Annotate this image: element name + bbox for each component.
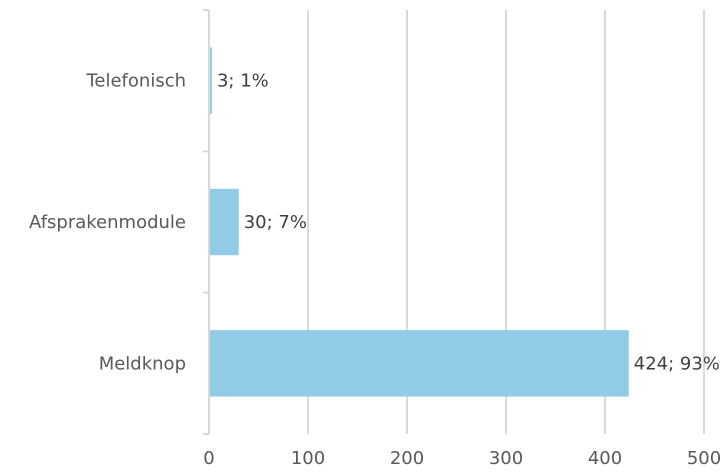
- x-tick-label-300: 300: [489, 448, 523, 469]
- x-tick-label-500: 500: [687, 448, 721, 469]
- x-tick-label-400: 400: [588, 448, 622, 469]
- category-label-meldknop: Meldknop: [99, 353, 186, 374]
- category-label-telefonisch: Telefonisch: [85, 71, 186, 92]
- data-label-telefonisch: 3; 1%: [217, 71, 269, 92]
- labels: 0 100 200 300 400 500 Telefonisch 3; 1% Afsprake…: [29, 71, 721, 469]
- bar-telefonisch: [210, 47, 212, 114]
- bar-meldknop: [210, 330, 629, 397]
- category-label-afsprakenmodule: Afsprakenmodule: [29, 212, 186, 233]
- bar-afsprakenmodule: [210, 188, 239, 256]
- x-tick-label-100: 100: [291, 448, 325, 469]
- data-label-afsprakenmodule: 30; 7%: [244, 212, 307, 233]
- x-tick-label-0: 0: [203, 448, 214, 469]
- category-axis: [203, 9, 210, 435]
- bars: [210, 47, 629, 397]
- x-tick-label-200: 200: [390, 448, 424, 469]
- data-label-meldknop: 424; 93%: [634, 353, 720, 374]
